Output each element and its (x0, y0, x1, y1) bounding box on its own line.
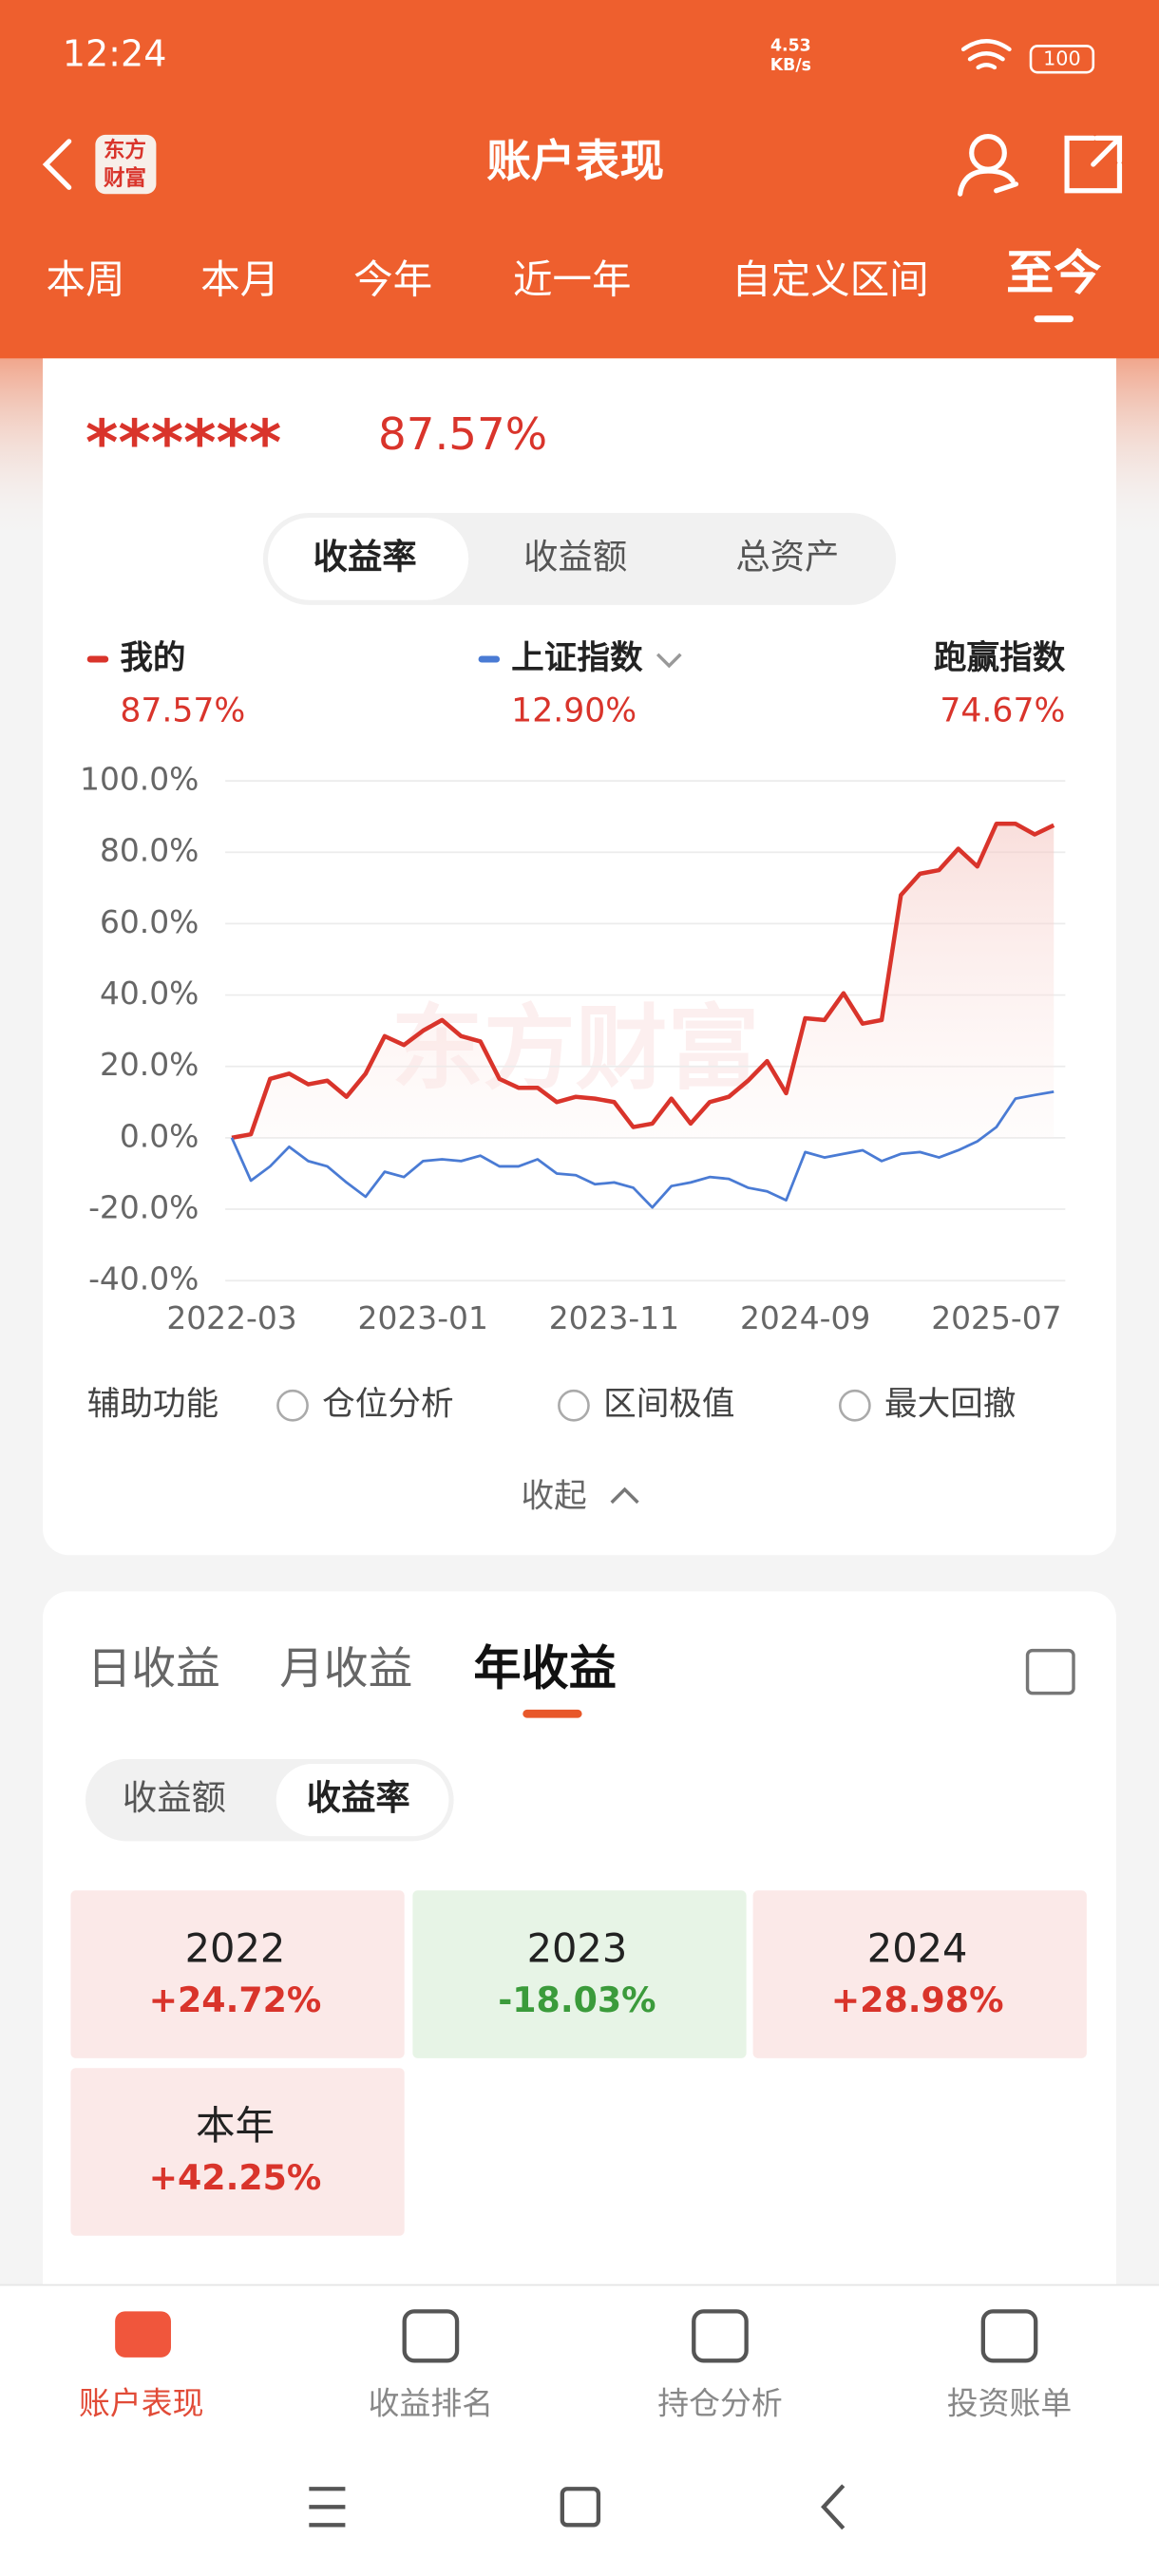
series-line (231, 822, 1055, 1141)
share-icon[interactable] (1064, 135, 1123, 194)
returns-tab[interactable]: 日收益 (87, 1644, 220, 1695)
logo-bg (95, 134, 157, 195)
return-label: 2023 (527, 1924, 628, 1971)
status-speed: 4.53 (770, 36, 811, 55)
mode-active-bg (276, 1764, 449, 1837)
nav-label[interactable]: 持仓分析 (657, 2385, 783, 2422)
tool-option[interactable]: 最大回撤 (884, 1386, 1016, 1424)
period-tab[interactable]: 本月 (200, 256, 279, 303)
tab-underline (1034, 315, 1074, 323)
legend-name: 我的 (120, 639, 185, 677)
return-cell[interactable] (412, 1890, 747, 2058)
static-icons (42, 39, 1123, 197)
legend-name: 跑赢指数 (934, 639, 1066, 677)
x-tick-label: 2023-01 (358, 1299, 488, 1336)
nav-icon[interactable] (115, 2311, 171, 2358)
return-label: 本年 (196, 2102, 275, 2149)
legend-value: 87.57% (120, 691, 245, 729)
return-value: +28.98% (831, 1979, 1004, 2020)
returns-tab[interactable]: 月收益 (279, 1644, 412, 1695)
logo-text: 财富 (104, 165, 146, 191)
return-value: +24.72% (149, 1979, 322, 2020)
returns-tab-underline (522, 1709, 582, 1718)
chart-card (42, 329, 1117, 1556)
legend-value: 74.67% (940, 691, 1065, 729)
returns-tab[interactable]: 年收益 (473, 1640, 617, 1696)
status-speed-unit: KB/s (770, 56, 811, 75)
back-icon[interactable] (42, 139, 72, 190)
period-tab[interactable]: 近一年 (513, 256, 632, 303)
return-value: -18.03% (498, 1979, 656, 2020)
battery (1029, 45, 1095, 74)
legend-name: 上证指数 (511, 639, 643, 677)
metric-tab[interactable]: 收益额 (523, 536, 627, 577)
period-tab[interactable]: 本周 (46, 256, 124, 303)
page-title: 账户表现 (486, 137, 664, 188)
y-tick-label: 100.0% (80, 761, 199, 798)
series-area (232, 824, 1054, 1138)
y-tick-label: 0.0% (120, 1117, 200, 1154)
logo-text: 东方 (104, 138, 146, 163)
collapse-icon[interactable] (610, 1487, 639, 1505)
share-returns-icon[interactable] (1025, 1648, 1075, 1695)
nav-label[interactable]: 投资账单 (947, 2385, 1073, 2422)
tools-label: 辅助功能 (87, 1386, 218, 1424)
nav-label[interactable]: 账户表现 (79, 2385, 204, 2422)
y-tick-label: 20.0% (100, 1046, 199, 1083)
system-nav (309, 2484, 846, 2530)
legend-swatch (478, 655, 501, 663)
collapse-label[interactable]: 收起 (522, 1478, 587, 1516)
mode-tab[interactable]: 收益率 (307, 1777, 410, 1818)
tool-option[interactable]: 区间极值 (603, 1386, 734, 1424)
y-tick-label: 40.0% (100, 975, 199, 1012)
dropdown-icon[interactable] (656, 653, 682, 669)
y-tick-label: 60.0% (100, 903, 199, 940)
metric-tab[interactable]: 总资产 (735, 536, 839, 577)
home-key[interactable] (560, 2487, 601, 2528)
nav-label[interactable]: 收益排名 (369, 2385, 494, 2422)
back-key[interactable] (821, 2484, 846, 2530)
legend-value: 12.90% (511, 691, 636, 729)
radio[interactable] (838, 1389, 871, 1422)
return-cell[interactable] (70, 2068, 405, 2236)
nav-icon[interactable] (692, 2309, 749, 2363)
battery-level: 100 (1043, 47, 1081, 69)
summary-rate: 87.57% (378, 409, 547, 461)
status-time: 12:24 (63, 32, 167, 74)
return-cell[interactable] (752, 1890, 1087, 2058)
metric-tab[interactable]: 收益率 (314, 536, 417, 577)
period-tab[interactable]: 至今 (1006, 244, 1101, 300)
x-tick-label: 2022-03 (166, 1299, 296, 1336)
y-tick-label: -40.0% (88, 1260, 199, 1297)
nav-icon[interactable] (402, 2309, 460, 2363)
x-tick-label: 2023-11 (549, 1299, 679, 1336)
y-tick-label: 80.0% (100, 832, 199, 869)
x-tick-label: 2024-09 (740, 1299, 870, 1336)
x-tick-label: 2025-07 (931, 1299, 1061, 1336)
y-tick-label: -20.0% (88, 1189, 199, 1226)
mode-tab[interactable]: 收益额 (123, 1777, 226, 1818)
legend-swatch (86, 655, 109, 663)
radio[interactable] (276, 1389, 309, 1422)
bottom-nav-bg (0, 2284, 1159, 2576)
radio[interactable] (558, 1389, 590, 1422)
wifi (960, 39, 1012, 70)
series-line (230, 1089, 1054, 1209)
user-icon-body (958, 168, 1019, 197)
period-tab[interactable]: 今年 (353, 256, 432, 303)
return-cell[interactable] (70, 1890, 405, 2058)
return-label: 2024 (867, 1924, 968, 1971)
period-tab[interactable]: 自定义区间 (732, 256, 929, 303)
return-label: 2022 (185, 1924, 286, 1971)
metric-active-bg (268, 518, 469, 600)
nav-icon[interactable] (980, 2309, 1038, 2363)
masked-amount: ****** (86, 407, 281, 480)
tool-option[interactable]: 仓位分析 (322, 1386, 453, 1424)
menu-key[interactable] (309, 2487, 346, 2528)
return-value: +42.25% (149, 2157, 322, 2198)
